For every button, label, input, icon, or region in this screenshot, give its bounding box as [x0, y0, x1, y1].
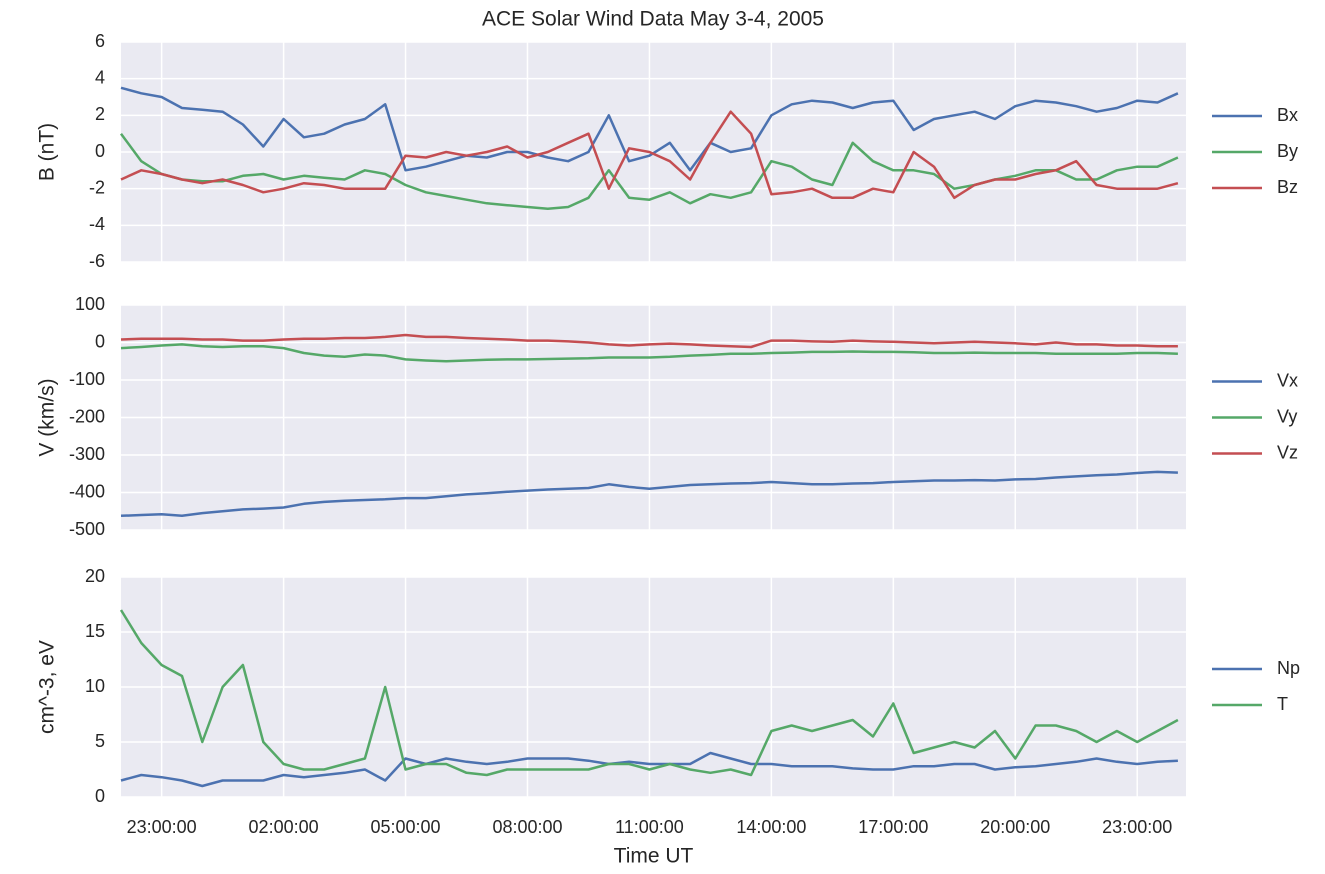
x-tick-label: 08:00:00 — [492, 817, 562, 837]
x-tick-label: 05:00:00 — [371, 817, 441, 837]
legend-label: Vz — [1277, 442, 1298, 462]
legend-label: Bx — [1277, 105, 1298, 125]
y-tick-label: -100 — [69, 369, 105, 389]
legend-label: T — [1277, 694, 1288, 714]
chart-title: ACE Solar Wind Data May 3-4, 2005 — [482, 8, 824, 31]
legend-label: Vy — [1277, 406, 1297, 426]
y-tick-label: -200 — [69, 406, 105, 426]
y-tick-label: 2 — [95, 104, 105, 124]
data-line — [120, 110, 1179, 200]
y-axis-label: B (nT) — [36, 123, 59, 181]
y-tick-label: -4 — [89, 214, 105, 234]
data-line — [120, 343, 1178, 363]
data-line — [120, 470, 1178, 518]
y-axis-label: V (km/s) — [36, 378, 59, 456]
y-tick-label: 0 — [95, 141, 105, 161]
y-tick-label: 0 — [95, 786, 105, 806]
y-tick-label: 15 — [85, 621, 105, 641]
y-tick-label: -400 — [69, 481, 105, 501]
x-tick-label: 17:00:00 — [858, 817, 928, 837]
data-line — [119, 609, 1179, 777]
y-tick-label: 0 — [95, 331, 105, 351]
x-tick-label: 11:00:00 — [615, 817, 684, 837]
data-line — [120, 86, 1179, 172]
y-tick-label: 6 — [95, 31, 105, 51]
y-tick-label: 100 — [75, 294, 105, 314]
data-line — [120, 333, 1178, 349]
x-tick-label: 23:00:00 — [127, 817, 197, 837]
y-tick-label: -300 — [69, 444, 105, 464]
legend-label: Vx — [1277, 370, 1298, 390]
y-axis-label: cm^-3, eV — [36, 640, 59, 734]
y-tick-label: -6 — [89, 251, 105, 271]
x-tick-label: 14:00:00 — [736, 817, 806, 837]
legend-label: Bz — [1277, 177, 1298, 197]
x-tick-label: 23:00:00 — [1102, 817, 1172, 837]
x-axis-label: Time UT — [614, 845, 694, 868]
y-tick-label: 5 — [95, 731, 105, 751]
y-tick-label: -500 — [69, 519, 105, 539]
y-tick-label: -2 — [89, 177, 105, 197]
legend-label: By — [1277, 141, 1298, 161]
y-tick-label: 10 — [85, 676, 105, 696]
y-tick-label: 4 — [95, 67, 105, 87]
x-tick-label: 02:00:00 — [249, 817, 319, 837]
data-line — [120, 751, 1178, 788]
y-tick-label: 20 — [85, 566, 105, 586]
x-tick-label: 20:00:00 — [980, 817, 1050, 837]
legend-label: Np — [1277, 658, 1300, 678]
